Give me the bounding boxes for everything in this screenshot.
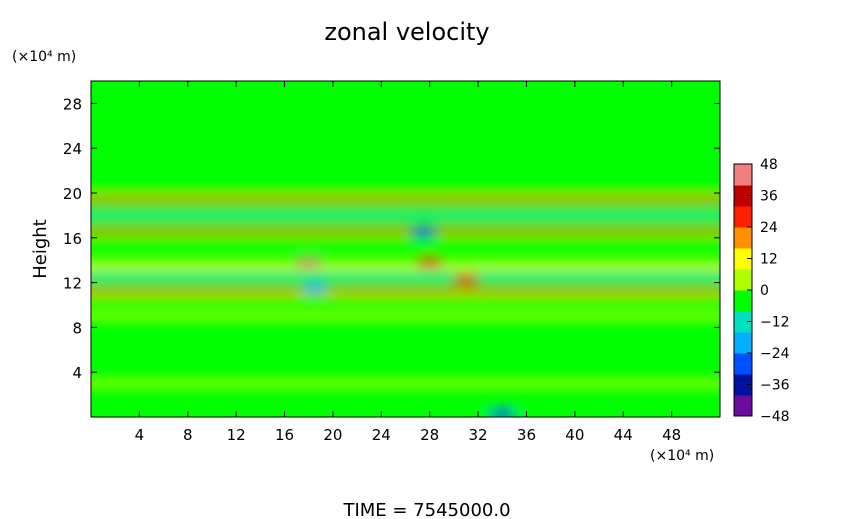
velocity-band <box>91 182 720 192</box>
velocity-spot <box>294 257 323 268</box>
y-tick-label: 24 <box>63 140 82 158</box>
x-tick-label: 32 <box>469 426 488 444</box>
colorbar-tick-label: −48 <box>760 409 790 425</box>
velocity-band <box>91 210 720 220</box>
velocity-band <box>91 195 720 205</box>
x-unit-label: (×10⁴ m) <box>650 448 714 464</box>
velocity-spot <box>300 283 329 294</box>
time-label: TIME = 7545000.0 <box>342 500 510 519</box>
colorbar-swatch <box>734 248 752 270</box>
velocity-band <box>91 241 720 251</box>
colorbar-swatch <box>734 374 752 396</box>
velocity-field <box>91 182 720 417</box>
x-tick-label: 48 <box>662 426 681 444</box>
velocity-band <box>91 311 720 321</box>
velocity-spot <box>488 408 517 417</box>
y-tick-label: 12 <box>63 275 82 293</box>
colorbar-swatch <box>734 185 752 207</box>
y-tick-label: 28 <box>63 95 82 113</box>
colorbar-tick-label: 12 <box>760 252 778 268</box>
x-tick-label: 28 <box>420 426 439 444</box>
x-tick-label: 36 <box>517 426 536 444</box>
colorbar-tick-label: 36 <box>760 189 778 205</box>
x-tick-label: 40 <box>565 426 584 444</box>
x-tick-label: 16 <box>275 426 294 444</box>
chart-title: zonal velocity <box>324 18 489 46</box>
x-tick-label: 24 <box>372 426 391 444</box>
x-tick-label: 8 <box>183 426 193 444</box>
x-tick-label: 12 <box>227 426 246 444</box>
x-tick-label: 20 <box>323 426 342 444</box>
velocity-band <box>91 378 720 388</box>
y-tick-label: 4 <box>72 364 82 382</box>
x-axis: 4 8 12 16 20 24 28 32 36 40 44 48 <box>135 81 681 444</box>
velocity-band <box>91 406 720 416</box>
y-tick-label: 8 <box>72 319 82 337</box>
velocity-band <box>91 261 720 271</box>
y-unit-label: (×10⁴ m) <box>12 49 76 65</box>
colorbar-tick-label: −12 <box>760 315 790 331</box>
velocity-band <box>91 345 720 355</box>
velocity-spot <box>415 257 444 268</box>
velocity-spot <box>409 227 438 238</box>
y-tick-label: 16 <box>63 230 82 248</box>
colorbar-tick-label: −36 <box>760 378 790 394</box>
colorbar-swatch <box>734 269 752 291</box>
colorbar-swatch <box>734 353 752 375</box>
colorbar-tick-label: 0 <box>760 283 769 299</box>
colorbar: 48 36 24 12 0 −12 −24 −36 −48 <box>733 157 790 425</box>
plot-frame <box>90 80 721 418</box>
colorbar-swatch <box>734 206 752 228</box>
colorbar-swatch <box>734 227 752 249</box>
colorbar-swatch <box>734 290 752 312</box>
velocity-band <box>91 297 720 307</box>
colorbar-swatch <box>734 164 752 186</box>
colorbar-swatch <box>734 332 752 354</box>
y-axis: 4 8 12 16 20 24 28 <box>63 95 720 382</box>
y-axis-label: Height <box>30 219 51 279</box>
velocity-band <box>91 226 720 236</box>
velocity-band <box>91 287 720 297</box>
colorbar-swatch <box>734 395 752 417</box>
colorbar-tick-label: −24 <box>760 346 790 362</box>
velocity-band <box>91 272 720 282</box>
colorbar-tick-label: 48 <box>760 157 778 173</box>
x-tick-label: 4 <box>135 426 145 444</box>
colorbar-tick-label: 24 <box>760 220 778 236</box>
colorbar-swatch <box>734 311 752 333</box>
x-tick-label: 44 <box>614 426 633 444</box>
y-tick-label: 20 <box>63 185 82 203</box>
velocity-spot <box>451 274 480 285</box>
